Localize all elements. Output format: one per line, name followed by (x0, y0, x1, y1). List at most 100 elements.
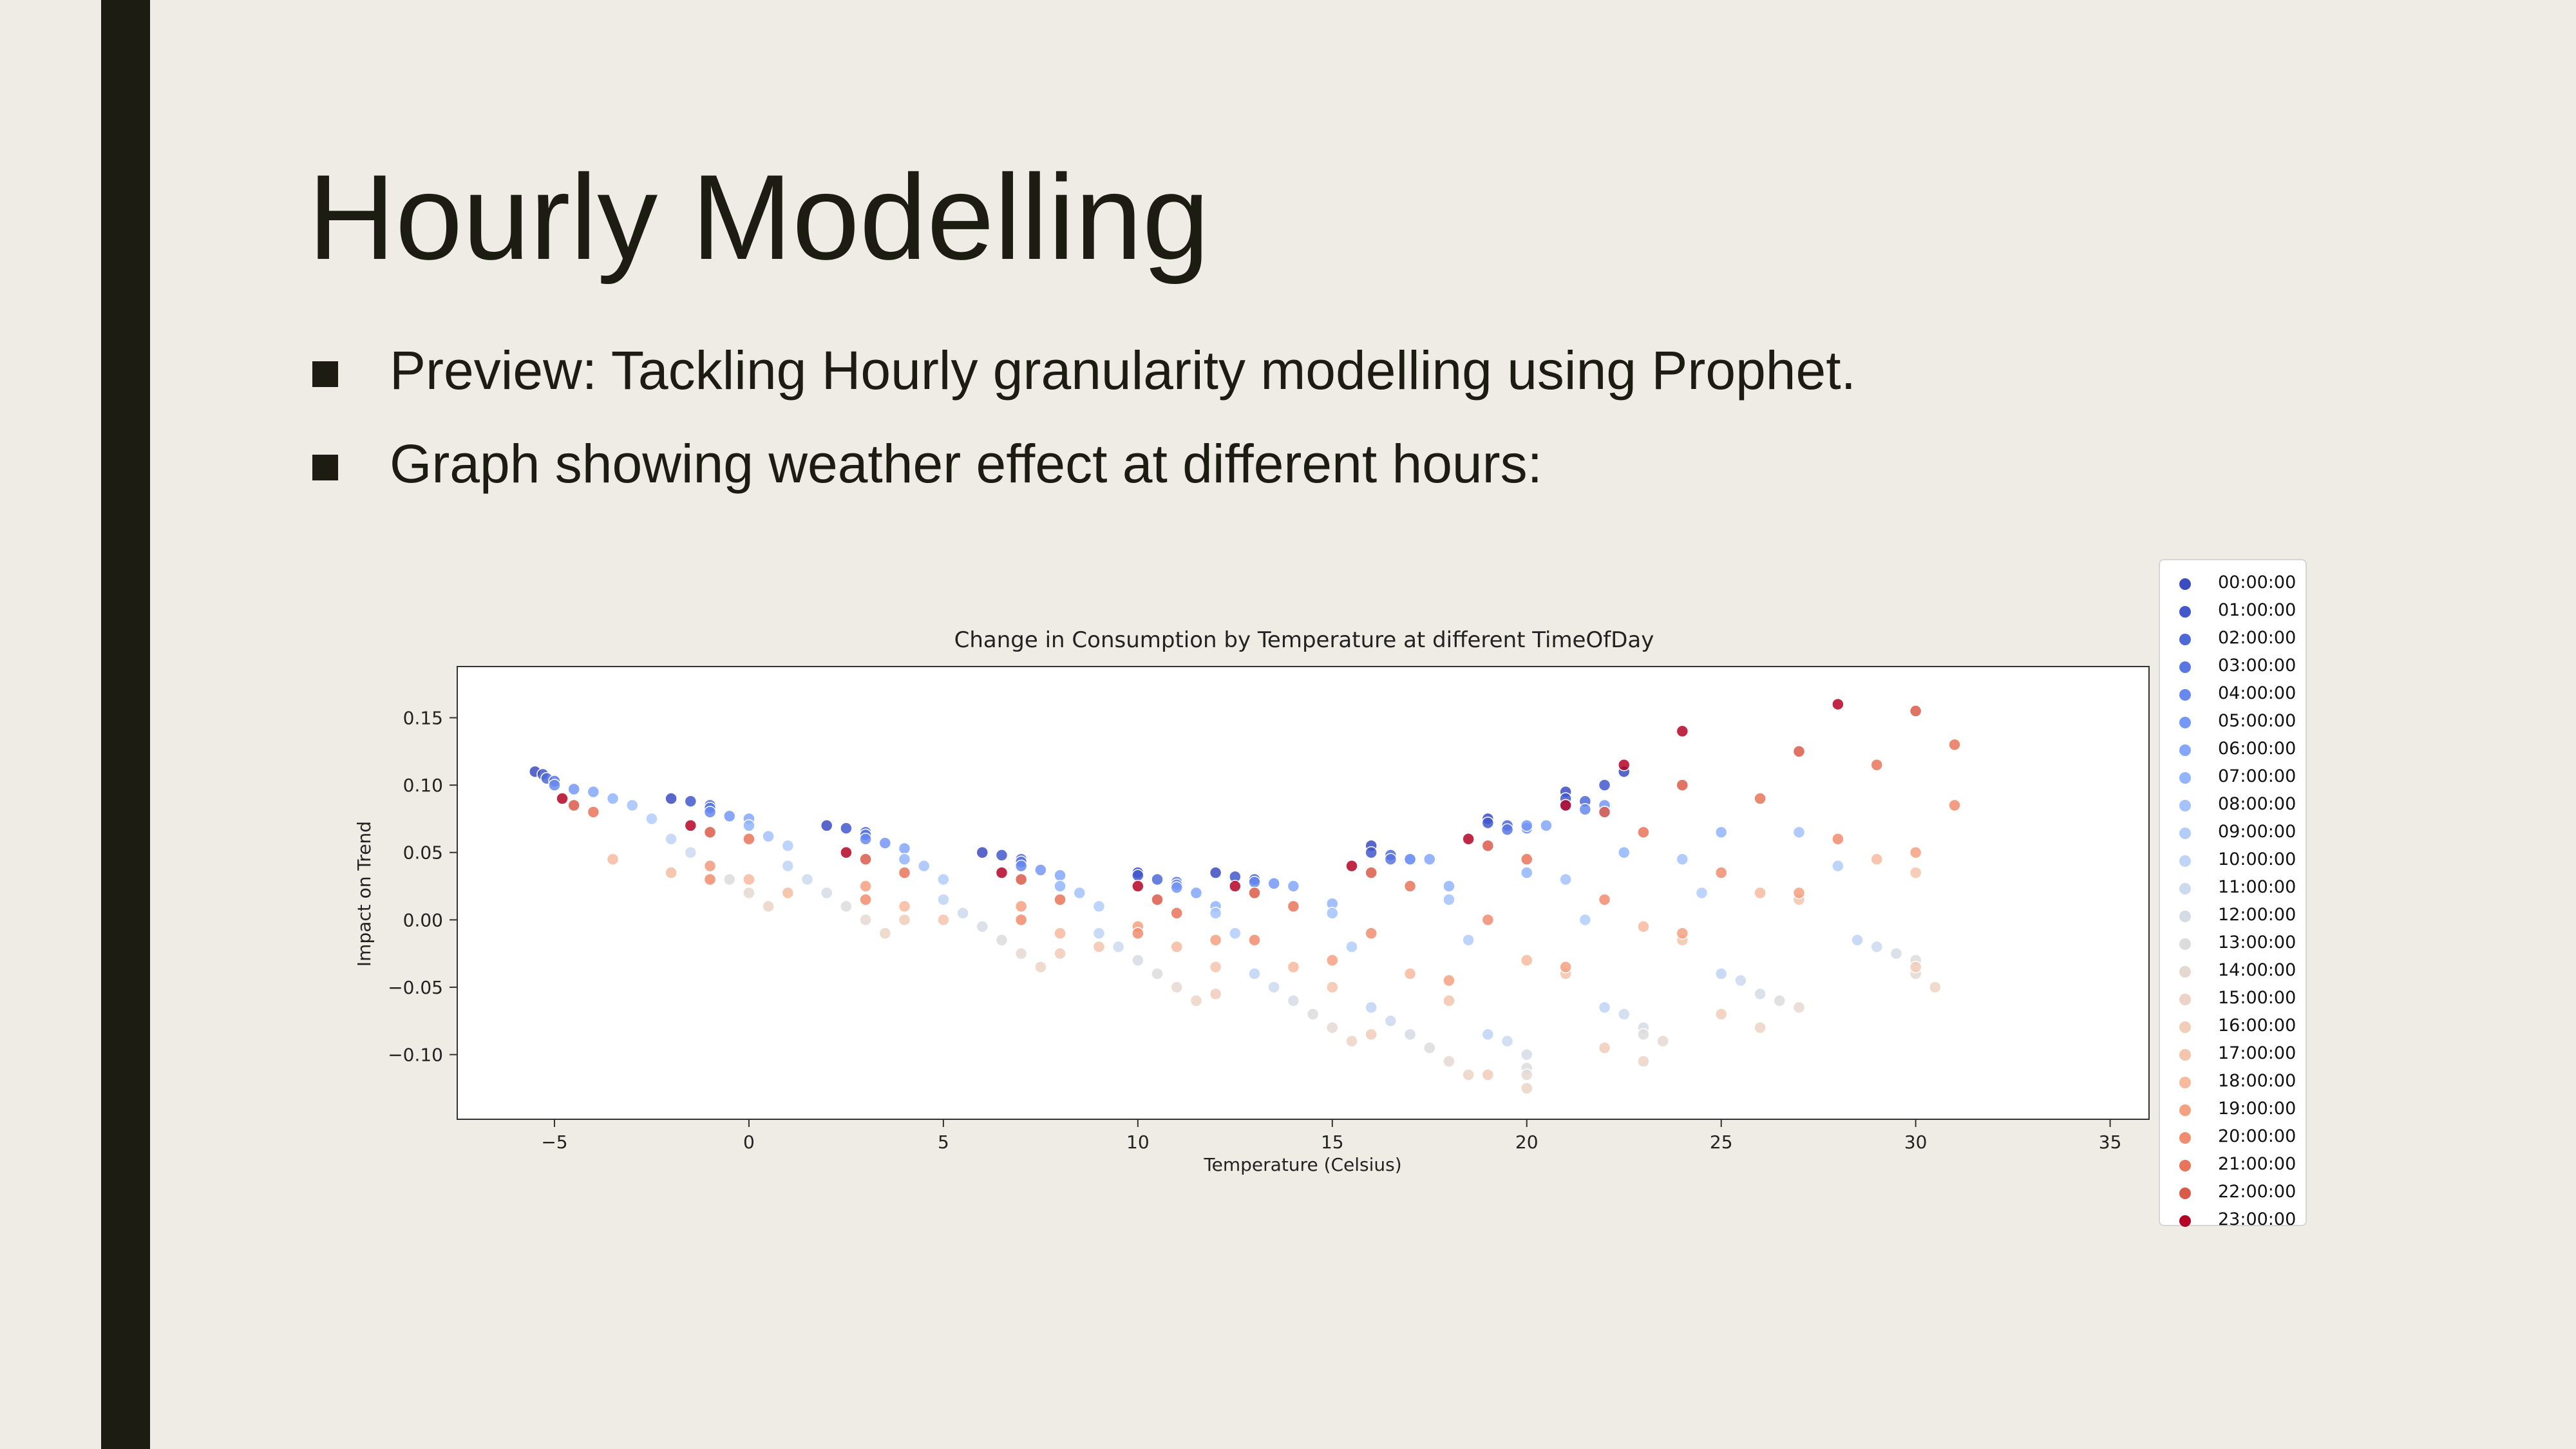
data-point (917, 859, 931, 873)
data-point (1443, 994, 1455, 1007)
data-point (1792, 1001, 1806, 1014)
data-point (1229, 880, 1242, 893)
data-point (743, 886, 755, 900)
data-point (1520, 1048, 1533, 1061)
data-point (1132, 880, 1144, 893)
data-point (1423, 853, 1436, 866)
data-point (1403, 853, 1417, 866)
data-point (1520, 866, 1533, 879)
data-point (548, 779, 561, 791)
series-10:00:00 (665, 833, 1864, 1041)
data-point (1889, 947, 1903, 960)
data-point (606, 853, 620, 866)
data-point (820, 819, 833, 832)
data-point (1909, 960, 1922, 974)
data-point (665, 866, 677, 879)
data-point (1870, 853, 1884, 866)
data-point (937, 913, 950, 927)
data-point (1617, 846, 1631, 859)
legend-dot-icon (2179, 855, 2191, 867)
legend-label: 10:00:00 (2218, 849, 2297, 869)
data-point (1462, 833, 1475, 846)
legend-label: 01:00:00 (2218, 600, 2297, 620)
data-point (878, 837, 892, 849)
data-point (1189, 886, 1203, 900)
data-point (1754, 1021, 1766, 1034)
data-point (1792, 826, 1806, 839)
legend-item: 18:00:00 (2160, 1068, 2308, 1095)
data-point (606, 792, 620, 805)
y-axis: −0.10 −0.05 0.00 0.05 0.10 0.15 (388, 708, 457, 1066)
data-point (1365, 927, 1378, 940)
data-point (1676, 853, 1689, 866)
data-point (1384, 1014, 1397, 1028)
data-point (1754, 792, 1766, 805)
data-point (1832, 859, 1844, 873)
data-point (1598, 806, 1611, 819)
legend-label: 12:00:00 (2218, 905, 2297, 925)
series-19:00:00 (703, 846, 1922, 987)
legend-item: 01:00:00 (2160, 597, 2308, 625)
data-point (1209, 933, 1222, 947)
data-point (1170, 907, 1183, 920)
data-point (1540, 819, 1553, 832)
legend-dot-icon (2179, 994, 2191, 1005)
data-point (1520, 819, 1533, 832)
x-tick-label: 5 (938, 1132, 949, 1153)
data-point (1014, 913, 1028, 927)
data-point (1559, 960, 1572, 974)
legend-item: 05:00:00 (2160, 708, 2308, 735)
series-09:00:00 (645, 812, 1844, 953)
data-point (1909, 866, 1922, 879)
legend-dot-icon (2179, 1021, 2191, 1033)
y-tick-label: 0.00 (403, 909, 443, 931)
data-point (1714, 967, 1728, 980)
data-point (1637, 1055, 1650, 1068)
data-point (1073, 886, 1086, 900)
data-point (995, 933, 1009, 947)
data-point (1151, 893, 1164, 906)
data-point (1054, 880, 1066, 893)
legend-label: 02:00:00 (2218, 628, 2297, 648)
data-point (1170, 981, 1183, 994)
data-point (1287, 880, 1300, 893)
data-point (1151, 967, 1164, 980)
legend-label: 13:00:00 (2218, 933, 2297, 952)
series-23:00:00 (556, 697, 1844, 893)
legend-label: 03:00:00 (2218, 656, 2297, 676)
chart-title: Change in Consumption by Temperature at … (954, 627, 1654, 653)
data-point (1637, 920, 1650, 933)
data-point (1754, 886, 1766, 900)
data-point (1948, 738, 1961, 752)
legend-dot-icon (2179, 1188, 2191, 1199)
data-point (1462, 933, 1475, 947)
data-point (976, 846, 989, 859)
data-point (1054, 869, 1066, 882)
points-layer (529, 697, 1961, 1095)
data-point (1559, 873, 1572, 886)
data-point (1443, 880, 1455, 893)
series-08:00:00 (626, 799, 1806, 920)
x-tick-label: 0 (743, 1132, 755, 1153)
data-point (840, 822, 853, 835)
data-point (1092, 940, 1106, 953)
data-point (1209, 907, 1222, 920)
legend-dot-icon (2179, 744, 2191, 756)
legend-label: 18:00:00 (2218, 1071, 2297, 1091)
x-tick-label: 15 (1321, 1132, 1344, 1153)
data-point (1676, 779, 1689, 791)
legend-item: 11:00:00 (2160, 874, 2308, 902)
data-point (1443, 893, 1455, 906)
legend-label: 14:00:00 (2218, 960, 2297, 980)
data-point (1870, 940, 1884, 953)
legend-dot-icon (2179, 800, 2191, 811)
chart-panel: Change in Consumption by Temperature at … (335, 618, 2202, 1211)
bullet-text: Graph showing weather effect at differen… (390, 433, 1542, 494)
data-point (1132, 927, 1144, 940)
data-point (743, 819, 755, 832)
data-point (1248, 933, 1261, 947)
data-point (626, 799, 639, 812)
data-point (859, 853, 872, 866)
data-point (878, 927, 892, 940)
data-point (1929, 981, 1942, 994)
